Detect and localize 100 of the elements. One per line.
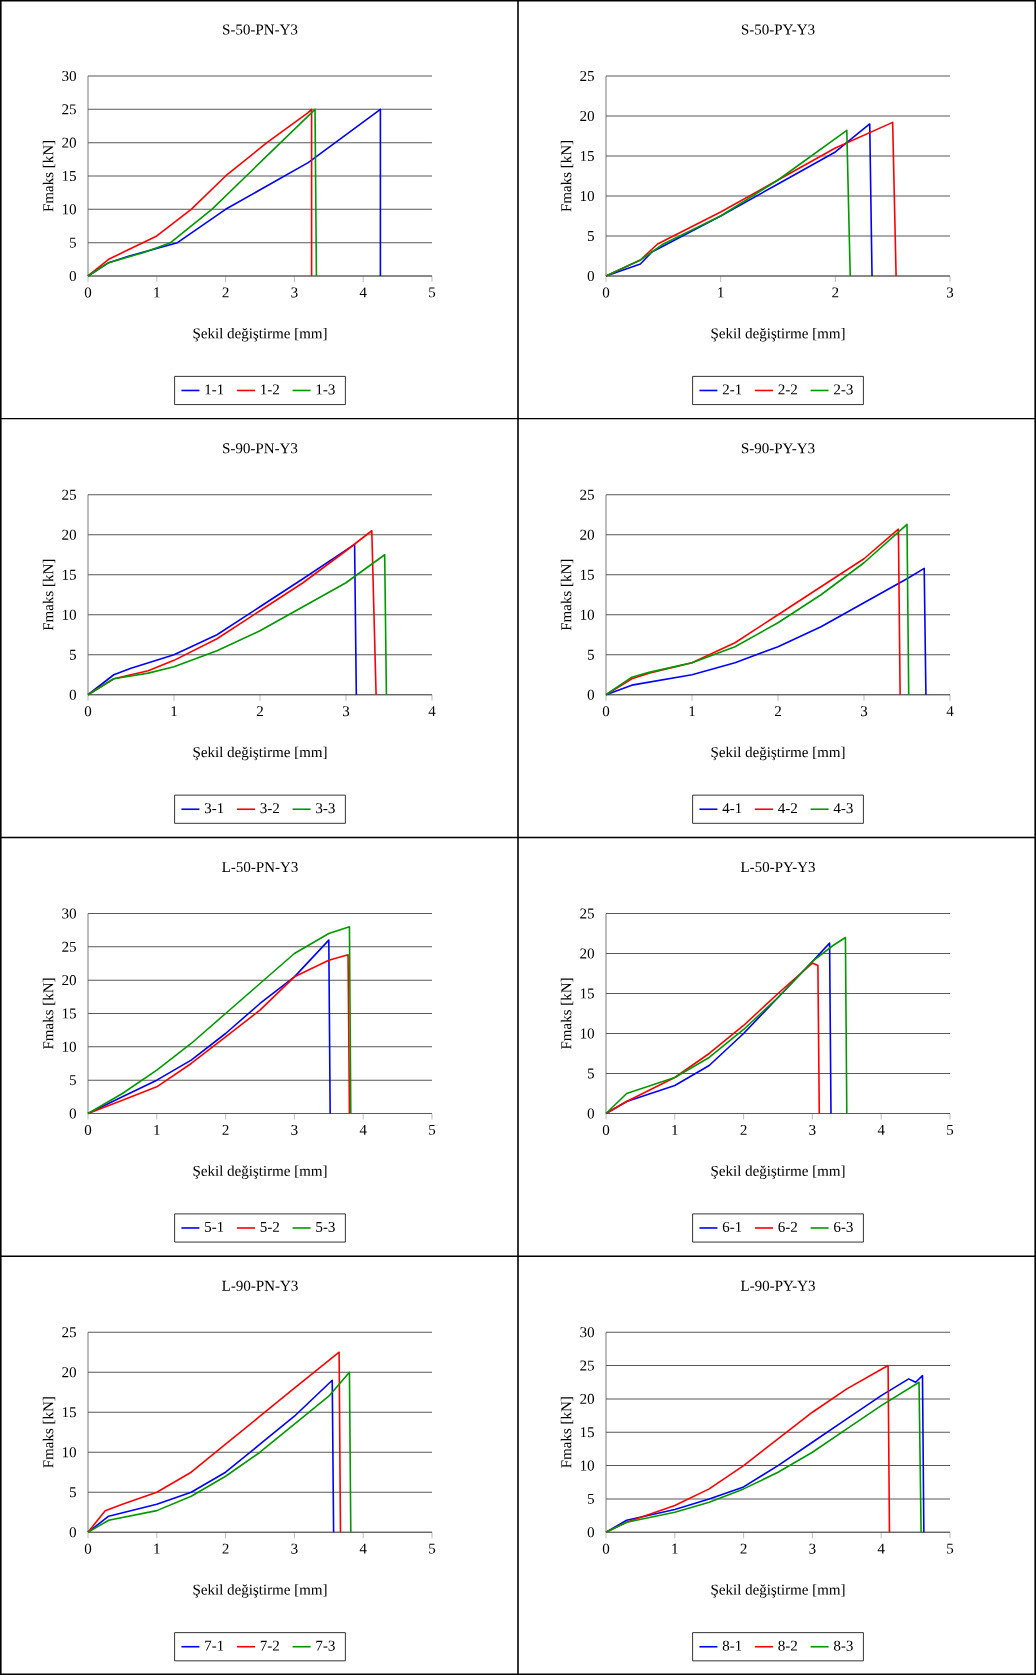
chart-title: L-90-PN-Y3 xyxy=(222,1280,298,1291)
y-tick-label: 5 xyxy=(69,237,76,248)
y-tick-label: 30 xyxy=(62,70,77,82)
x-tick-label: 5 xyxy=(947,1543,954,1554)
x-tick-label: 0 xyxy=(602,1124,610,1136)
x-tick-label: 4 xyxy=(877,1124,885,1135)
y-tick-label: 20 xyxy=(580,110,595,122)
y-tick-label: 5 xyxy=(587,231,594,241)
y-tick-label: 20 xyxy=(580,948,595,959)
x-tick-label: 3 xyxy=(291,1124,298,1135)
x-tick-label: 0 xyxy=(84,1124,92,1136)
y-tick-label: 5 xyxy=(69,1487,76,1498)
y-tick-label: 25 xyxy=(62,1327,76,1338)
y-tick-label: 25 xyxy=(580,70,594,82)
y-axis-title: Fmaks [kN] xyxy=(42,978,56,1050)
y-tick-label: 10 xyxy=(62,1447,77,1458)
y-tick-label: 0 xyxy=(69,1108,77,1119)
x-tick-label: 1 xyxy=(154,1124,160,1135)
y-axis-title: Fmaks [kN] xyxy=(42,1397,56,1468)
y-tick-label: 20 xyxy=(62,137,77,148)
x-tick-label: 4 xyxy=(946,706,954,717)
x-tick-label: 3 xyxy=(946,287,954,298)
legend-label: 3-2 xyxy=(260,803,279,814)
x-tick-label: 3 xyxy=(342,706,350,717)
y-tick-label: 5 xyxy=(69,1075,76,1086)
y-tick-label: 0 xyxy=(69,270,77,282)
y-tick-label: 15 xyxy=(62,569,76,580)
y-tick-label: 5 xyxy=(69,649,76,660)
x-tick-label: 1 xyxy=(672,1543,678,1554)
x-tick-label: 5 xyxy=(429,1124,436,1135)
y-tick-label: 0 xyxy=(587,1527,595,1538)
y-tick-label: 20 xyxy=(62,975,77,986)
y-tick-label: 0 xyxy=(587,689,595,700)
y-tick-label: 25 xyxy=(580,908,594,919)
x-tick-label: 4 xyxy=(359,287,367,298)
x-tick-label: 4 xyxy=(877,1543,885,1554)
y-axis-title: Fmaks [kN] xyxy=(42,141,56,212)
y-tick-label: 20 xyxy=(580,529,595,540)
legend-label: 5-2 xyxy=(260,1221,279,1232)
y-tick-label: 10 xyxy=(62,1041,77,1052)
x-tick-label: 1 xyxy=(689,706,695,717)
x-axis-title: Şekil değiştirme [mm] xyxy=(193,1584,327,1598)
legend-label: 5-3 xyxy=(316,1221,335,1232)
x-tick-label: 0 xyxy=(84,287,92,298)
y-tick-label: 15 xyxy=(580,150,594,162)
legend-label: 8-3 xyxy=(833,1640,853,1651)
y-tick-label: 5 xyxy=(587,649,594,660)
y-tick-label: 25 xyxy=(580,489,594,500)
legend-label: 7-2 xyxy=(260,1640,279,1651)
x-axis-title: Şekil değiştirme [mm] xyxy=(711,1165,845,1180)
legend-label: 8-2 xyxy=(778,1640,797,1651)
x-axis-title: Şekil değiştirme [mm] xyxy=(711,746,845,761)
x-tick-label: 0 xyxy=(602,706,610,717)
y-tick-label: 25 xyxy=(62,104,76,115)
y-tick-label: 15 xyxy=(580,569,594,580)
x-tick-label: 2 xyxy=(222,1124,229,1135)
x-tick-label: 3 xyxy=(860,706,868,717)
chart-title: S-50-PN-Y3 xyxy=(223,24,298,35)
y-tick-label: 25 xyxy=(62,489,76,500)
x-tick-label: 3 xyxy=(809,1543,816,1554)
y-axis-title: Fmaks [kN] xyxy=(560,141,574,212)
y-tick-label: 5 xyxy=(587,1068,594,1079)
x-axis-title: Şekil değiştirme [mm] xyxy=(711,1584,845,1598)
x-tick-label: 0 xyxy=(602,287,610,298)
legend-label: 7-1 xyxy=(205,1640,224,1651)
x-tick-label: 2 xyxy=(740,1543,747,1554)
x-tick-label: 4 xyxy=(359,1543,367,1554)
x-tick-label: 0 xyxy=(84,706,92,717)
y-tick-label: 10 xyxy=(62,609,77,620)
chart-title: L-50-PY-Y3 xyxy=(740,861,815,873)
y-tick-label: 15 xyxy=(62,1008,76,1019)
y-tick-label: 20 xyxy=(62,1367,77,1378)
chart-title: L-50-PN-Y3 xyxy=(222,861,298,873)
x-tick-label: 1 xyxy=(171,706,177,717)
chart-title: S-50-PY-Y3 xyxy=(741,24,815,35)
legend-label: 6-2 xyxy=(778,1221,797,1232)
x-tick-label: 4 xyxy=(428,706,436,717)
line-series xyxy=(605,567,927,696)
legend-label: 5-1 xyxy=(205,1221,224,1232)
x-tick-label: 1 xyxy=(154,287,160,298)
x-tick-label: 2 xyxy=(222,287,229,298)
x-tick-label: 2 xyxy=(832,287,839,298)
y-axis-title: Fmaks [kN] xyxy=(560,1397,574,1468)
legend-label: 4-1 xyxy=(722,803,742,814)
legend-label: 8-1 xyxy=(722,1640,742,1651)
chart-title: S-90-PN-Y3 xyxy=(223,443,298,454)
x-tick-label: 0 xyxy=(602,1543,610,1554)
x-axis-title: Şekil değiştirme [mm] xyxy=(711,327,845,342)
x-tick-label: 0 xyxy=(84,1543,92,1554)
y-tick-label: 20 xyxy=(62,529,77,540)
legend-label: 2-1 xyxy=(722,384,742,395)
y-tick-label: 0 xyxy=(587,1108,595,1119)
y-tick-label: 25 xyxy=(580,1360,594,1371)
y-tick-label: 10 xyxy=(580,190,595,202)
legend-label: 3-1 xyxy=(204,803,224,814)
line-series xyxy=(605,962,821,1115)
x-axis-title: Şekil değiştirme [mm] xyxy=(193,1165,327,1180)
legend-label: 1-2 xyxy=(261,384,279,395)
legend-label: 6-1 xyxy=(722,1221,742,1232)
y-tick-label: 25 xyxy=(62,941,76,952)
